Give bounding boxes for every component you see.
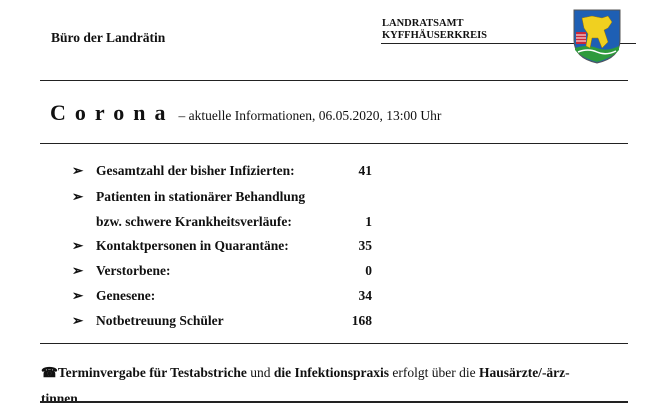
stat-value: 35 (358, 238, 373, 253)
note-bold-4: tinnen (41, 391, 78, 406)
note-bold-1: Terminvergabe für Testabstriche (57, 365, 247, 380)
arrow-bullet-icon: ➢ (72, 238, 84, 253)
list-item: ➢ Kontaktpersonen in Quarantäne: 35 (72, 238, 372, 256)
note-text-1: und (246, 365, 274, 380)
stat-label: Kontaktpersonen in Quarantäne: (96, 238, 289, 253)
note-bold-3: Hausärzte/-ärz- (478, 365, 570, 380)
list-item: bzw. schwere Krankheitsverläufe: 1 (72, 214, 372, 232)
arrow-bullet-icon: ➢ (72, 189, 84, 204)
arrow-bullet-icon: ➢ (72, 288, 84, 303)
stat-value: 34 (358, 288, 373, 303)
office-name: Büro der Landrätin (51, 30, 166, 45)
stat-label: Gesamtzahl der bisher Infizierten: (96, 163, 295, 178)
page-title: Corona – aktuelle Informationen, 06.05.2… (50, 100, 441, 126)
note-text-2: erfolgt über die (388, 365, 479, 380)
rule-title (40, 143, 628, 144)
note-bold-2: die Infektionspraxis (273, 365, 389, 380)
title-main: Corona (50, 100, 175, 125)
list-item: ➢ Verstorbene: 0 (72, 263, 372, 281)
authority-line-2: KYFFHÄUSERKREIS (382, 30, 488, 41)
stat-label: bzw. schwere Krankheitsverläufe: (96, 214, 292, 229)
stat-value: 41 (358, 163, 373, 178)
authority-line-1: LANDRATSAMT (382, 18, 464, 29)
header-rule (381, 43, 636, 44)
list-item: ➢ Patienten in stationärer Behandlung (72, 189, 372, 207)
rule-bottom (40, 401, 628, 403)
stat-label: Genesene: (96, 288, 156, 303)
arrow-bullet-icon: ➢ (72, 263, 84, 278)
stat-value: 168 (351, 313, 372, 328)
rule-top (40, 80, 628, 81)
coat-of-arms-logo (573, 9, 621, 64)
rule-stats (40, 343, 628, 344)
authority-name: LANDRATSAMT KYFFHÄUSERKREIS (382, 18, 487, 42)
testing-note: ☎Terminvergabe für Testabstriche und die… (41, 360, 631, 412)
arrow-bullet-icon: ➢ (72, 313, 84, 328)
stat-label: Notbetreuung Schüler (96, 313, 224, 328)
stat-label: Verstorbene: (96, 263, 171, 278)
list-item: ➢ Notbetreuung Schüler 168 (72, 313, 372, 331)
stat-value: 1 (365, 214, 372, 229)
stat-value: 0 (365, 263, 372, 278)
arrow-bullet-icon: ➢ (72, 163, 84, 178)
phone-icon: ☎ (41, 365, 58, 380)
stat-label: Patienten in stationärer Behandlung (96, 189, 306, 204)
list-item: ➢ Genesene: 34 (72, 288, 372, 306)
list-item: ➢ Gesamtzahl der bisher Infizierten: 41 (72, 163, 372, 181)
title-subtitle: – aktuelle Informationen, 06.05.2020, 13… (178, 108, 442, 123)
